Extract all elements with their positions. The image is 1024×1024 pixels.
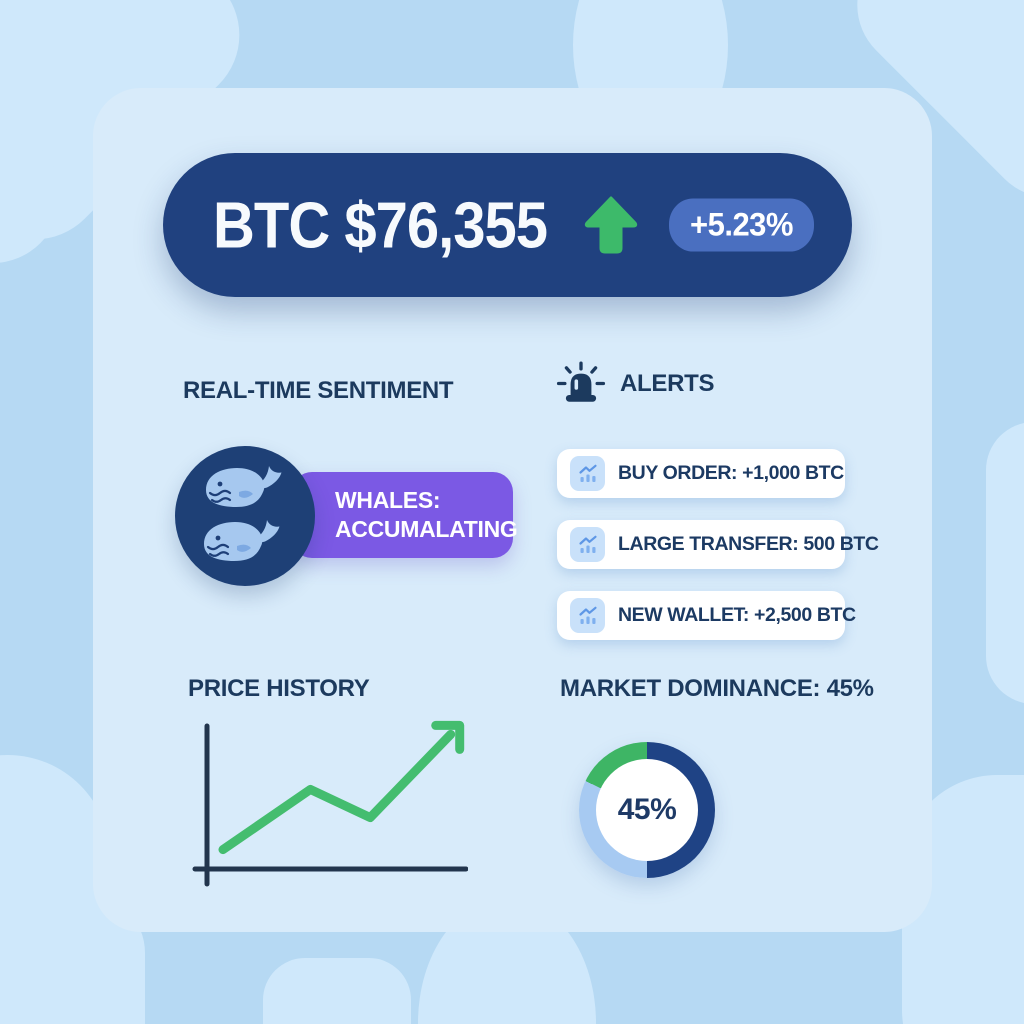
donut-hole: 45% [596, 759, 698, 861]
sentiment-section-title: REAL-TIME SENTIMENT [183, 377, 454, 404]
alerts-section-title: ALERTS [620, 369, 715, 397]
alert-card-label: BUY ORDER: +1,000 BTC [618, 462, 844, 484]
dashboard-panel: BTC $76,355 +5.23% REAL-TIME SENTIMENT [93, 88, 932, 932]
whales-icon [175, 446, 315, 586]
dominance-donut: 45% [579, 742, 715, 878]
siren-icon [556, 361, 606, 402]
price-history-chart [192, 720, 468, 887]
price-line-arrowhead [431, 720, 465, 754]
price-history-title: PRICE HISTORY [188, 675, 370, 702]
market-dominance-title: MARKET DOMINANCE: 45% [560, 675, 874, 702]
whales-status-line1: WHALES: [335, 487, 441, 513]
chart-tile-icon [570, 598, 605, 633]
bg-blob-bottom-rect [263, 958, 411, 1024]
price-header-pill: BTC $76,355 +5.23% [163, 153, 852, 297]
price-up-arrow-icon [584, 196, 638, 254]
price-line [218, 729, 456, 855]
alert-card-new-wallet[interactable]: NEW WALLET: +2,500 BTC [557, 591, 856, 640]
whales-status-badge: WHALES: ACCUMALATING [292, 472, 518, 558]
dominance-value: 45% [617, 793, 677, 826]
alert-card-buy-order[interactable]: BUY ORDER: +1,000 BTC [557, 449, 845, 498]
alerts-header: ALERTS [556, 360, 715, 407]
btc-price-text: BTC $76,355 [213, 188, 548, 262]
chart-tile-icon [570, 527, 605, 562]
bg-blob-right-rect [986, 422, 1024, 704]
alert-card-label: LARGE TRANSFER: 500 BTC [618, 533, 879, 555]
price-change-badge: +5.23% [668, 198, 814, 252]
alert-card-large-transfer[interactable]: LARGE TRANSFER: 500 BTC [557, 520, 879, 569]
whales-status-line2: ACCUMALATING [335, 516, 518, 542]
alert-card-label: NEW WALLET: +2,500 BTC [618, 604, 856, 626]
chart-tile-icon [570, 456, 605, 491]
